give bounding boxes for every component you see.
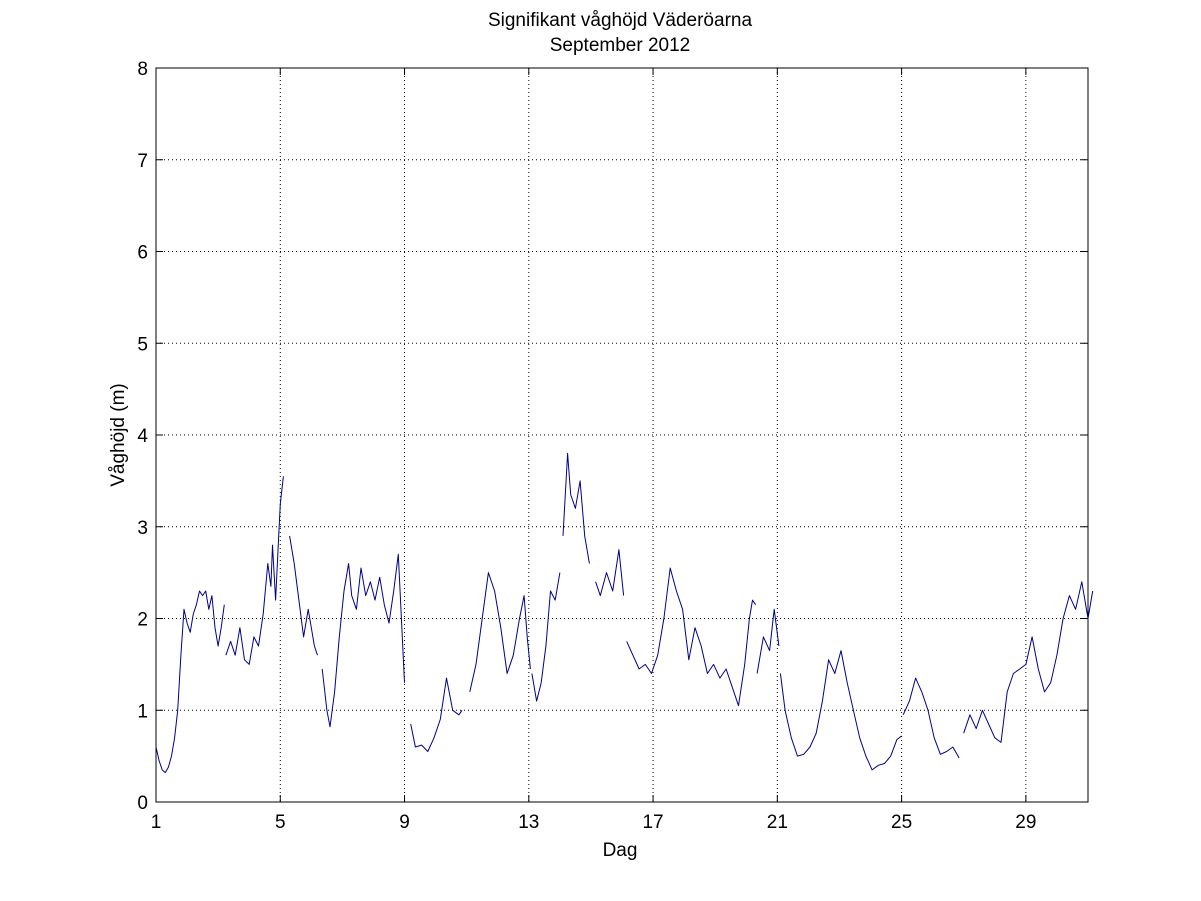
- series-line-segment: [626, 567, 757, 707]
- x-tick-labels: 1 5 9 13 17 21 25 29: [151, 812, 1037, 833]
- y-tick-label: 2: [137, 610, 148, 631]
- grid-lines: [156, 68, 1088, 802]
- x-tick-label: 29: [1015, 812, 1036, 833]
- series-line-segment: [410, 677, 463, 752]
- series-line-segment: [321, 553, 405, 728]
- x-tick-label: 1: [151, 812, 162, 833]
- x-tick-label: 9: [399, 812, 410, 833]
- axis-ticks: [155, 67, 1088, 803]
- series-line-segment: [902, 677, 960, 759]
- y-tick-label: 8: [137, 59, 148, 80]
- x-tick-label: 21: [767, 812, 788, 833]
- series-line-segment: [562, 452, 590, 564]
- y-tick-label: 6: [137, 243, 148, 264]
- y-axis-label: Våghöjd (m): [108, 383, 129, 487]
- series-line-segment: [595, 549, 625, 597]
- y-tick-label: 7: [137, 151, 148, 172]
- series-line-segment: [531, 572, 561, 702]
- y-tick-label: 4: [137, 426, 148, 447]
- chart-title: Signifikant våghöjd Väderöarna: [488, 10, 753, 31]
- y-tick-label: 0: [137, 793, 148, 814]
- y-tick-label: 3: [137, 518, 148, 539]
- series-line-segment: [155, 590, 225, 774]
- series-line-segment: [289, 535, 318, 656]
- series-line-segment: [963, 581, 1094, 743]
- x-tick-label: 5: [275, 812, 286, 833]
- chart-subtitle: September 2012: [550, 35, 691, 56]
- series-wave-height: [155, 452, 1094, 774]
- y-tick-label: 5: [137, 334, 148, 355]
- series-line-segment: [469, 572, 531, 693]
- x-tick-label: 17: [642, 812, 663, 833]
- x-axis-label: Dag: [603, 840, 638, 861]
- series-line-segment: [756, 608, 780, 674]
- series-line-segment: [779, 650, 902, 771]
- x-tick-label: 13: [518, 812, 539, 833]
- series-line-segment: [225, 476, 284, 665]
- y-tick-labels: 0 1 2 3 4 5 6 7 8: [137, 59, 148, 814]
- y-tick-label: 1: [137, 701, 148, 722]
- x-tick-label: 25: [891, 812, 912, 833]
